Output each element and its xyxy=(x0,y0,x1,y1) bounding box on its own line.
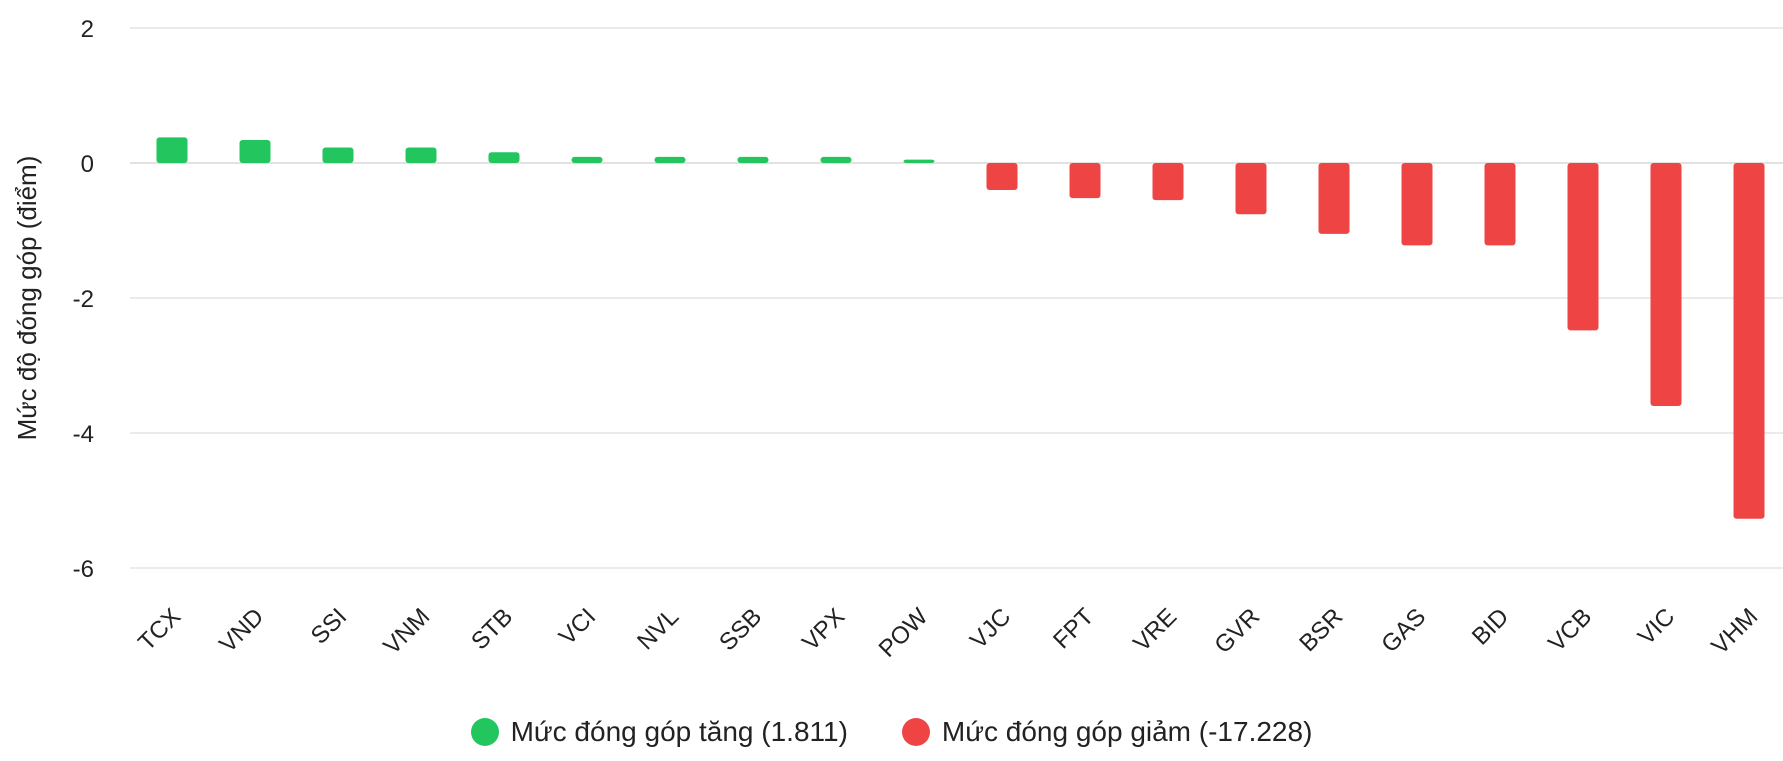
contribution-bar-chart: 2 0 -2 -4 -6 Mức độ đóng góp (điểm) TCX VND SS… xyxy=(12,16,1783,663)
bar-vci[interactable] xyxy=(571,156,603,163)
bar-bsr[interactable] xyxy=(1318,163,1350,234)
x-tick-label: VPX xyxy=(797,603,850,656)
bar-vcb[interactable] xyxy=(1567,163,1599,331)
legend-dot-icon xyxy=(470,718,499,746)
legend: Mức đóng góp tăng (1.811) Mức đóng góp g… xyxy=(0,712,1783,752)
y-tick-label: -2 xyxy=(73,286,94,313)
y-axis-ticks: 2 0 -2 -4 -6 xyxy=(73,16,94,583)
x-tick-label: VCB xyxy=(1543,603,1597,657)
x-tick-label: NVL xyxy=(632,603,684,655)
bar-bid[interactable] xyxy=(1484,163,1516,246)
bar-fpt[interactable] xyxy=(1069,163,1101,199)
x-tick-label: VJC xyxy=(965,603,1016,654)
bar-gas[interactable] xyxy=(1401,163,1433,246)
x-tick-label: VRE xyxy=(1128,603,1182,657)
bar-vnm[interactable] xyxy=(405,147,437,163)
legend-item-increase[interactable]: Mức đóng góp tăng (1.811) xyxy=(470,716,848,748)
legend-dot-icon xyxy=(901,718,930,746)
x-tick-label: GVR xyxy=(1209,603,1265,659)
x-tick-label: VNM xyxy=(378,603,435,660)
bar-pow[interactable] xyxy=(903,159,935,163)
bar-stb[interactable] xyxy=(488,152,520,163)
y-axis-label: Mức độ đóng góp (điểm) xyxy=(12,156,42,441)
x-tick-label: BSR xyxy=(1294,603,1348,657)
gridlines xyxy=(130,27,1783,569)
bar-tcx[interactable] xyxy=(156,137,188,163)
y-tick-label: -6 xyxy=(73,556,94,583)
y-tick-label: 2 xyxy=(81,16,94,43)
x-tick-label: VND xyxy=(214,603,269,658)
x-tick-label: FPT xyxy=(1048,603,1099,654)
x-tick-label: VCI xyxy=(554,603,601,650)
bar-vnd[interactable] xyxy=(239,140,271,163)
bars xyxy=(156,137,1765,519)
x-tick-label: TCX xyxy=(133,603,186,656)
x-tick-label: SSB xyxy=(714,603,767,656)
x-tick-label: VHM xyxy=(1706,603,1763,660)
bar-vre[interactable] xyxy=(1152,163,1184,201)
bar-gvr[interactable] xyxy=(1235,163,1267,215)
bar-vpx[interactable] xyxy=(820,156,852,163)
bar-vic[interactable] xyxy=(1650,163,1682,406)
bar-vjc[interactable] xyxy=(986,163,1018,190)
y-tick-label: -4 xyxy=(73,421,94,448)
x-axis-ticks: TCX VND SSI VNM STB VCI NVL SSB VPX POW VJC FPT VRE G… xyxy=(133,603,1763,663)
x-tick-label: POW xyxy=(874,603,934,663)
legend-label: Mức đóng góp tăng (1.811) xyxy=(510,716,848,747)
bar-ssi[interactable] xyxy=(322,147,354,163)
x-tick-label: BID xyxy=(1467,603,1514,650)
y-tick-label: 0 xyxy=(81,151,94,178)
x-tick-label: GAS xyxy=(1376,603,1431,658)
x-tick-label: VIC xyxy=(1633,603,1680,650)
bar-vhm[interactable] xyxy=(1733,163,1765,519)
legend-label: Mức đóng góp giảm (-17.228) xyxy=(941,716,1313,747)
x-tick-label: STB xyxy=(466,603,518,655)
legend-item-decrease[interactable]: Mức đóng góp giảm (-17.228) xyxy=(901,716,1313,748)
bar-ssb[interactable] xyxy=(737,156,769,163)
x-tick-label: SSI xyxy=(306,603,352,649)
bar-nvl[interactable] xyxy=(654,156,686,163)
